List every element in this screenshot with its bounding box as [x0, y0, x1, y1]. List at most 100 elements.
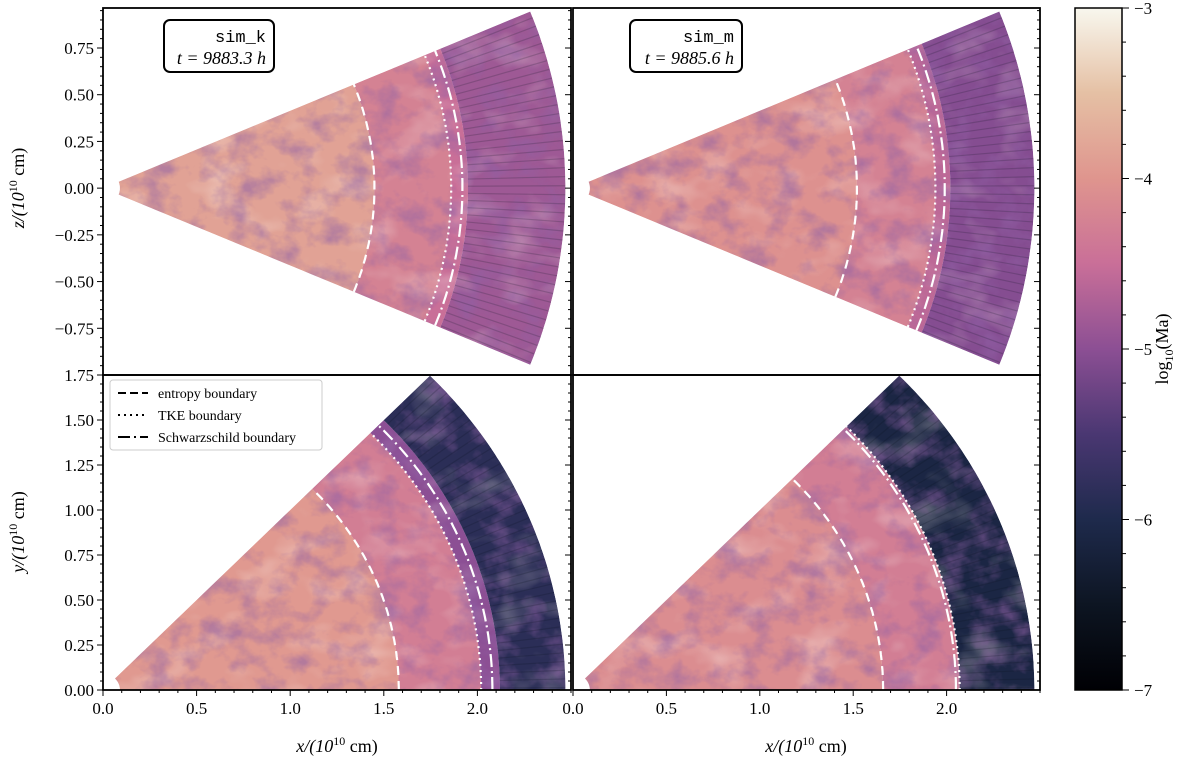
texture-streak — [926, 509, 995, 540]
texture-streak — [937, 541, 1009, 567]
texture-streak — [958, 652, 1033, 660]
schwarzschild-boundary-line — [843, 428, 958, 690]
texture-streak — [465, 509, 526, 536]
x-tick-label: 1.0 — [749, 699, 770, 718]
colorbar-tick-label: −3 — [1134, 0, 1152, 18]
texture-streak — [950, 591, 1024, 609]
texture-streak — [893, 440, 956, 482]
texture-streak — [937, 68, 1019, 92]
texture-streak — [855, 386, 911, 437]
texture-streak — [912, 477, 980, 514]
texture-streak — [467, 199, 566, 205]
y-tick-label: 0.25 — [64, 636, 94, 655]
colorbar-gradient — [1074, 7, 1123, 691]
texture-streak — [417, 419, 471, 459]
colorbar-tick-label: −6 — [1134, 511, 1152, 530]
y-tick-label: 1.00 — [64, 501, 94, 520]
texture-streak — [943, 104, 1027, 121]
texture-streak — [497, 643, 563, 652]
y-tick-label: −0.50 — [55, 273, 94, 292]
texture-streak — [956, 634, 1031, 645]
y-tick-label: 0.00 — [64, 681, 94, 700]
info-box-sim-k: sim_k t = 9883.3 h — [163, 19, 275, 73]
texture-streak — [949, 167, 1034, 172]
sim-time: t = 9883.3 h — [177, 48, 266, 68]
texture-streak — [445, 311, 538, 347]
colorbar: −3 −4 −5 −6 −7 — [1074, 0, 1153, 700]
y-tick-label: 0.50 — [64, 591, 94, 610]
texture-streak — [495, 626, 561, 637]
colorbar-tick-label: −4 — [1134, 170, 1153, 189]
texture-streak — [465, 228, 563, 241]
texture-streak — [477, 541, 540, 564]
texture-streak — [946, 237, 1031, 250]
y-axis-label-bottom: y/(1010 cm) — [6, 491, 29, 574]
texture-streak — [954, 617, 1029, 631]
x-tick-label: 2.0 — [936, 699, 957, 718]
texture-streak — [451, 51, 545, 82]
x-tick-label: 0.5 — [656, 699, 677, 718]
texture-streak — [451, 477, 510, 509]
texture-streak — [455, 68, 550, 95]
sim-time: t = 9885.6 h — [645, 48, 734, 68]
schwarzschild-boundary-line — [377, 424, 494, 690]
panel-frame — [572, 374, 1041, 691]
texture-streak — [879, 419, 940, 465]
texture-streak — [460, 95, 557, 116]
texture-streak — [932, 525, 1002, 553]
texture-streak — [944, 566, 1017, 588]
texture-streak — [499, 669, 565, 674]
texture-streak — [948, 148, 1033, 158]
entropy-boundary-line — [311, 488, 400, 690]
texture-streak — [468, 185, 566, 187]
texture-streak — [929, 309, 1010, 338]
x-axis-label-right: x/(1010 cm) — [764, 734, 846, 757]
texture-streak — [943, 259, 1027, 277]
texture-streak — [447, 470, 506, 503]
x-axis-label-left: x/(1010 cm) — [295, 734, 377, 757]
texture-streak — [897, 447, 961, 488]
texture-streak — [950, 200, 1035, 205]
texture-streak — [499, 678, 566, 682]
texture-streak — [474, 533, 537, 557]
texture-streak — [452, 291, 547, 321]
texture-streak — [909, 470, 975, 507]
texture-streak — [949, 157, 1034, 165]
texture-streak — [457, 77, 553, 102]
y-axis-label-top: z/(1010 cm) — [6, 148, 29, 229]
texture-streak — [435, 447, 492, 484]
texture-streak — [919, 493, 988, 527]
legend: entropy boundary TKE boundary Schwarzsch… — [109, 379, 323, 451]
texture-streak — [458, 270, 554, 295]
y-tick-label: 0.75 — [64, 39, 94, 58]
texture-streak — [440, 325, 532, 364]
texture-streak — [464, 235, 562, 250]
texture-streak — [849, 379, 905, 431]
legend-label: entropy boundary — [158, 387, 257, 402]
tke-boundary-line — [845, 425, 961, 690]
texture-streak — [948, 139, 1032, 150]
x-tick-label: 0.0 — [562, 699, 583, 718]
texture-streak — [453, 59, 548, 88]
texture-streak — [922, 330, 1001, 364]
texture-streak — [442, 17, 533, 55]
texture-streak — [959, 669, 1034, 675]
texture-streak — [463, 242, 561, 259]
x-tick-label: 0.5 — [186, 699, 207, 718]
texture-streak — [408, 405, 460, 447]
texture-streak — [447, 34, 540, 68]
texture-streak — [958, 660, 1034, 667]
texture-streak — [865, 399, 923, 447]
texture-streak — [458, 493, 519, 523]
y-tick-label: 0.50 — [64, 86, 94, 105]
legend-label: Schwarzschild boundary — [158, 431, 296, 446]
texture-streak — [942, 95, 1026, 114]
texture-streak — [944, 251, 1028, 268]
texture-streak — [450, 298, 544, 330]
y-tick-label: 1.25 — [64, 456, 94, 475]
texture-streak — [490, 591, 555, 607]
texture-streak — [916, 485, 984, 520]
texture-streak — [449, 42, 543, 75]
texture-streak — [448, 305, 541, 338]
texture-streak — [454, 284, 549, 312]
